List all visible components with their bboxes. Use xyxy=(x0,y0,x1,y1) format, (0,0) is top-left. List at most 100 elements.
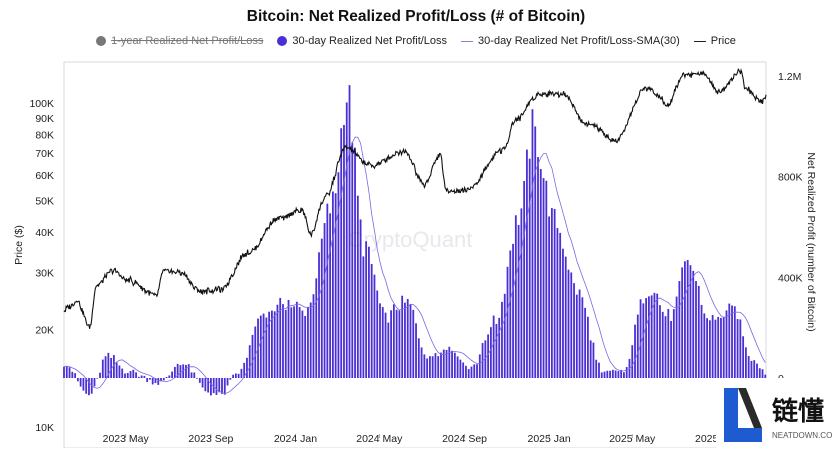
profit-bar xyxy=(204,378,207,392)
profit-bar xyxy=(606,370,609,378)
profit-bar xyxy=(384,312,387,378)
chart-title: Bitcoin: Net Realized Profit/Loss (# of … xyxy=(246,8,586,25)
y-left-tick-label: 90K xyxy=(35,113,54,125)
profit-bar xyxy=(670,320,672,378)
profit-bar xyxy=(248,345,251,378)
profit-bar xyxy=(101,359,104,378)
profit-bar xyxy=(750,360,753,378)
profit-bar xyxy=(526,149,528,378)
profit-bar xyxy=(290,307,293,378)
profit-bar xyxy=(110,357,113,378)
profit-bar xyxy=(697,285,700,378)
profit-bar xyxy=(104,356,107,378)
profit-bar xyxy=(348,85,351,379)
y-left-axis-title: Price ($) xyxy=(13,225,25,265)
price-path xyxy=(63,67,767,329)
profit-bar xyxy=(575,294,578,378)
profit-bar xyxy=(667,308,670,378)
profit-bar xyxy=(509,250,512,378)
y-left-tick-label: 30K xyxy=(35,267,54,279)
svg-text:链懂: 链懂 xyxy=(772,396,824,427)
profit-bar xyxy=(495,323,498,378)
profit-bar xyxy=(312,294,315,378)
profit-bar xyxy=(345,102,348,379)
profit-bar xyxy=(609,370,611,378)
profit-bar xyxy=(171,371,174,378)
profit-bar xyxy=(745,347,747,378)
profit-bar xyxy=(534,126,537,378)
profit-bar xyxy=(162,378,165,381)
profit-bar xyxy=(237,373,240,378)
profit-bar xyxy=(664,316,667,378)
profit-bar xyxy=(675,296,678,378)
profit-bar xyxy=(262,313,265,378)
y-left-tick-label: 40K xyxy=(35,227,54,239)
profit-bar xyxy=(589,340,592,378)
profit-bar xyxy=(118,365,121,378)
legend-item-price[interactable]: Price xyxy=(693,35,736,47)
profit-bar xyxy=(354,147,356,378)
profit-bar xyxy=(187,364,190,378)
profit-bar xyxy=(634,324,636,378)
profit-bar xyxy=(381,307,384,378)
profit-bar xyxy=(653,292,656,378)
profit-bar xyxy=(428,356,431,378)
profit-bar xyxy=(173,366,176,378)
profit-bar xyxy=(395,309,398,378)
profit-bar xyxy=(528,158,531,378)
profit-bar xyxy=(337,172,340,378)
profit-bar xyxy=(692,270,695,378)
y-left-tick-label: 100K xyxy=(29,98,54,110)
profit-bar xyxy=(659,305,661,378)
profit-bar xyxy=(132,369,135,378)
profit-bar xyxy=(548,216,550,378)
sma-path xyxy=(63,136,766,394)
profit-bar xyxy=(254,326,257,378)
profit-bar xyxy=(79,378,82,387)
profit-bar xyxy=(708,320,711,378)
profit-bar xyxy=(232,374,234,378)
profit-bar xyxy=(259,315,262,378)
profit-bar xyxy=(492,315,495,378)
profit-bar xyxy=(221,378,223,394)
profit-bar xyxy=(595,359,598,378)
profit-bar xyxy=(728,303,731,378)
profit-bar xyxy=(198,378,201,383)
profit-bar xyxy=(287,299,290,378)
legend-item-1y-net[interactable]: 1-year Realized Net Profit/Loss xyxy=(96,35,263,47)
profit-bar xyxy=(631,345,634,378)
profit-bar xyxy=(387,322,390,378)
plot-frame xyxy=(63,61,767,448)
profit-bar xyxy=(282,304,284,378)
profit-bar xyxy=(423,354,426,378)
x-tick-label: 2023 Sep xyxy=(188,433,233,445)
profit-bar xyxy=(642,303,645,378)
profit-bar xyxy=(603,371,606,378)
profit-bar xyxy=(82,378,85,391)
legend-item-sma[interactable]: 30-day Realized Net Profit/Loss-SMA(30) xyxy=(461,35,680,47)
neatdown-logo-mark: 链懂 NEATDOWN.COM xyxy=(724,388,832,442)
profit-bar xyxy=(365,241,368,378)
profit-bar xyxy=(149,378,151,380)
profit-bar xyxy=(440,352,442,378)
profit-bar xyxy=(276,304,279,378)
profit-bar xyxy=(246,357,248,378)
profit-bar xyxy=(695,281,697,378)
profit-bar xyxy=(462,362,465,378)
profit-bar xyxy=(620,369,623,378)
profit-bar xyxy=(714,319,717,378)
profit-bar xyxy=(99,372,101,378)
profit-bar xyxy=(65,365,68,378)
profit-bar xyxy=(611,369,614,378)
profit-bar xyxy=(733,306,736,378)
profit-bar xyxy=(614,370,617,378)
profit-bar xyxy=(284,309,287,378)
profit-bar xyxy=(154,378,157,384)
profit-bar xyxy=(722,317,725,378)
profit-bar xyxy=(445,349,448,378)
legend-item-30d-net[interactable]: 30-day Realized Net Profit/Loss xyxy=(277,35,447,47)
profit-bar xyxy=(764,374,767,378)
profit-bar xyxy=(537,157,539,378)
neatdown-logo: 链懂 NEATDOWN.COM xyxy=(716,378,832,448)
